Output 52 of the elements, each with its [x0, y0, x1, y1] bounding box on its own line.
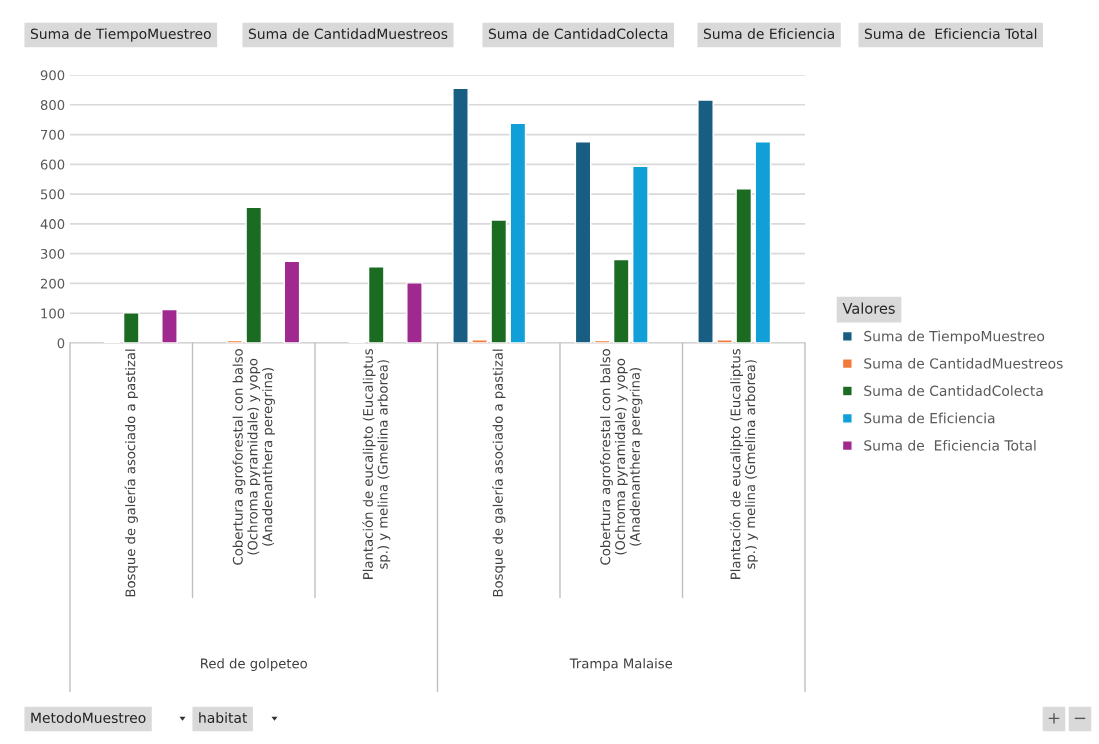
text: Suma de Eficiencia [703, 28, 834, 40]
bar [471, 339, 488, 343]
bar [122, 312, 140, 343]
y-tick-label: 900 [40, 70, 65, 81]
y-tick-label: 600 [40, 159, 65, 170]
y-tick-label: 300 [40, 248, 65, 259]
text: habitat [199, 712, 248, 724]
bar [593, 339, 611, 343]
y-tick-label: 400 [40, 219, 65, 230]
text: − [1074, 717, 1086, 720]
bar [574, 141, 592, 343]
bar [406, 282, 423, 343]
bar [226, 339, 243, 343]
legend-label: Suma de TiempoMuestreo [864, 330, 1045, 345]
bar [735, 188, 753, 343]
y-tick-label: 500 [40, 189, 65, 200]
bar [697, 99, 714, 343]
bar [161, 308, 178, 343]
text: Suma de CantidadColecta [488, 28, 668, 40]
legend-label: Suma de Eficiencia Total [864, 439, 1036, 451]
x-tick-label: Cobertura agroforestal con balso (Ochroma pyramidale) y yopo (Anadenanthera peregrina) [600, 349, 643, 565]
text: + [1048, 713, 1060, 724]
text: Red de golpeteo [201, 658, 307, 671]
bar [245, 206, 263, 343]
text: MetodoMuestreo [31, 712, 146, 724]
legend-label: Suma de CantidadColecta [864, 385, 1043, 397]
y-tick-label: 100 [41, 308, 65, 319]
x-tick-label: Cobertura agroforestal con balso (Ochroma pyramidale) y yopo (Anadenanthera peregrina) [232, 349, 275, 565]
bar [490, 219, 508, 343]
bar [452, 87, 469, 343]
x-tick-label: Bosque de galería asociado a pastizal [492, 349, 506, 597]
bar [632, 165, 649, 343]
bar [716, 339, 733, 343]
legend-label: Suma de Eficiencia [864, 412, 995, 424]
y-tick-label: 700 [41, 129, 65, 140]
y-tick-label: 0 [57, 338, 65, 349]
legend-title: Valores [842, 302, 895, 314]
legend-label: Suma de CantidadMuestreos [864, 357, 1063, 369]
bar [509, 122, 527, 343]
y-tick-label: 800 [40, 100, 65, 110]
x-tick-label: Plantación de eucalipto (Eucaliptus sp.) y melina (Gmelina arborea) [729, 349, 758, 579]
bar [754, 141, 772, 343]
text: Suma de Eficiencia Total [864, 28, 1037, 40]
text: Trampa Malaise [569, 658, 673, 671]
text: Suma de CantidadMuestreos [248, 28, 448, 40]
x-tick-label: Bosque de galería asociado a pastizal [124, 349, 138, 597]
x-tick-label: Plantación de eucalipto (Eucaliptus sp.) y melina (Gmelina arborea) [362, 349, 391, 579]
bar [283, 260, 301, 343]
bar [367, 266, 385, 343]
text: Suma de TiempoMuestreo [30, 28, 211, 42]
y-tick-label: 200 [40, 278, 65, 289]
bar [612, 258, 630, 343]
